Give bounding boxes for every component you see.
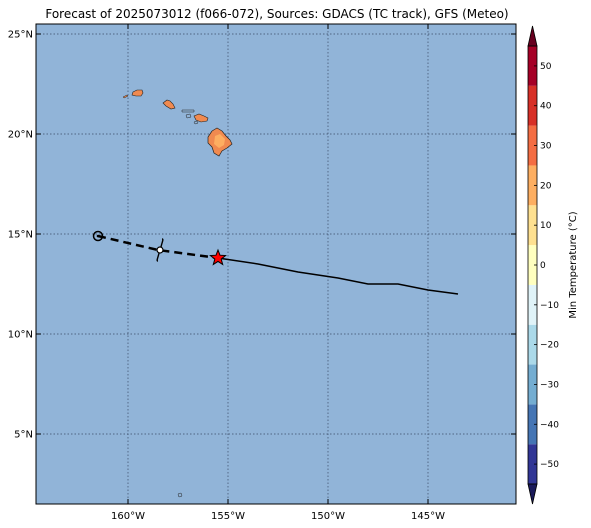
island-molokai (181, 109, 195, 113)
lon-tick-label: 150°W (311, 511, 345, 522)
storm-symbol-arms (156, 238, 164, 262)
colorbar-segment (528, 245, 537, 285)
colorbar-max-arrow (527, 25, 538, 47)
colorbar-tick-label: −20 (540, 341, 559, 351)
colorbar-segment (528, 85, 537, 126)
track-forecast-solid (217, 257, 459, 295)
lon-tick-label: 145°W (411, 511, 445, 522)
lon-tick-label: 160°W (111, 511, 145, 522)
colorbar-segment (528, 404, 537, 445)
colorbar-tick-label: −50 (540, 460, 559, 470)
island-lanai (185, 113, 192, 119)
map-panel (35, 23, 517, 505)
colorbar-tick-label: 20 (540, 181, 552, 191)
island-oahu (162, 99, 176, 110)
hawaiian-islands (122, 89, 233, 498)
track-start-dot (96, 234, 100, 238)
lat-tick-label: 20°N (8, 130, 33, 141)
colorbar-segment (528, 165, 537, 206)
colorbar-segment (528, 364, 537, 405)
map-title: Forecast of 2025073012 (f066-072), Sourc… (45, 7, 508, 21)
lon-tick-label: 155°W (211, 511, 245, 522)
colorbar-tick-label: −30 (540, 380, 559, 390)
island-niihau (122, 94, 129, 99)
axis-tick-labels: 25°N 20°N 15°N 10°N 5°N 160°W 155°W 150°W 145°W (8, 30, 445, 523)
gridlines (36, 24, 516, 504)
colorbar-tick-label: 10 (540, 221, 552, 231)
map-frame (35, 23, 517, 505)
island-kahoolawe (193, 120, 199, 125)
lat-tick-label: 15°N (8, 230, 33, 241)
storm-symbol-eye (156, 246, 164, 254)
colorbar: 50 40 30 20 10 0 −10 −20 −30 −40 −50 (527, 25, 559, 505)
current-position-star (209, 248, 227, 266)
colorbar-tick-label: 40 (540, 102, 552, 112)
island-big-island-highland (214, 134, 225, 148)
colorbar-tick-label: 0 (540, 261, 546, 271)
track-start-marker (92, 230, 104, 242)
colorbar-segment (528, 324, 537, 365)
island-kauai (131, 89, 144, 97)
colorbar-segment (528, 284, 537, 325)
colorbar-min-arrow (527, 483, 538, 505)
colorbar-label: Min Temperature (°C) (568, 211, 579, 318)
colorbar-segment (528, 205, 537, 246)
lat-tick-label: 10°N (8, 330, 33, 341)
colorbar-tick-label: 50 (540, 62, 552, 72)
colorbar-tick-label: 30 (540, 142, 552, 152)
colorbar-segment (528, 46, 537, 86)
colorbar-segment (528, 125, 537, 166)
ocean-background (36, 24, 516, 504)
tc-track (92, 230, 459, 295)
lat-tick-label: 25°N (8, 30, 33, 41)
track-past-dashed (97, 234, 219, 260)
island-maui (193, 113, 209, 123)
lat-tick-label: 5°N (14, 430, 33, 441)
islet-south (177, 492, 183, 498)
colorbar-tick-label: −10 (540, 301, 559, 311)
colorbar-segment (528, 444, 537, 484)
colorbar-tick-label: −40 (540, 420, 559, 430)
